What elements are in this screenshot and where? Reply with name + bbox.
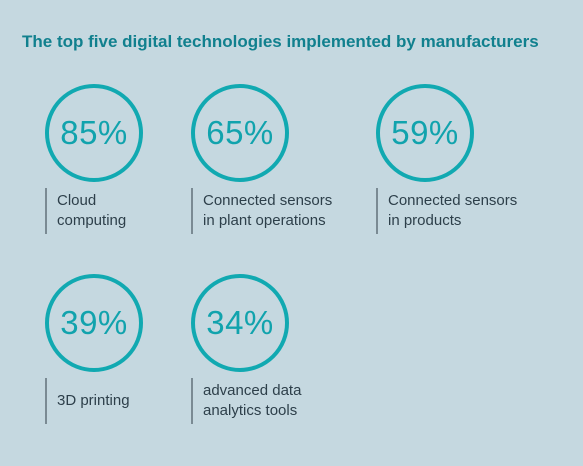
percent-value: 34% bbox=[206, 304, 274, 341]
stat-label-line: in plant operations bbox=[203, 212, 326, 229]
percent-value: 59% bbox=[391, 114, 459, 151]
stat-label: Connected sensors in plant operations bbox=[191, 188, 332, 234]
percent-ring: 34% bbox=[191, 274, 289, 372]
stat-label: Cloud computing bbox=[45, 188, 126, 234]
stat-label-line: Cloud bbox=[57, 192, 97, 209]
stat-label-line: advanced data bbox=[203, 382, 302, 399]
stat-label-line: in products bbox=[388, 212, 462, 229]
stat-label: advanced data analytics tools bbox=[191, 378, 301, 424]
stat-label-line: analytics tools bbox=[203, 402, 298, 419]
percent-ring: 59% bbox=[376, 84, 474, 182]
stat-label-line: Connected sensors bbox=[388, 192, 518, 209]
stat-label: Connected sensors in products bbox=[376, 188, 517, 234]
percent-value: 39% bbox=[60, 304, 128, 341]
stat-label-line: 3D printing bbox=[57, 392, 130, 409]
infographic-title: The top five digital technologies implem… bbox=[22, 32, 539, 51]
stat-label-line: computing bbox=[57, 212, 127, 229]
percent-value: 65% bbox=[206, 114, 274, 151]
percent-ring: 65% bbox=[191, 84, 289, 182]
percent-ring: 85% bbox=[45, 84, 143, 182]
percent-ring: 39% bbox=[45, 274, 143, 372]
stat-label-line: Connected sensors bbox=[203, 192, 333, 209]
percent-value: 85% bbox=[60, 114, 128, 151]
stat-label: 3D printing bbox=[45, 378, 130, 424]
